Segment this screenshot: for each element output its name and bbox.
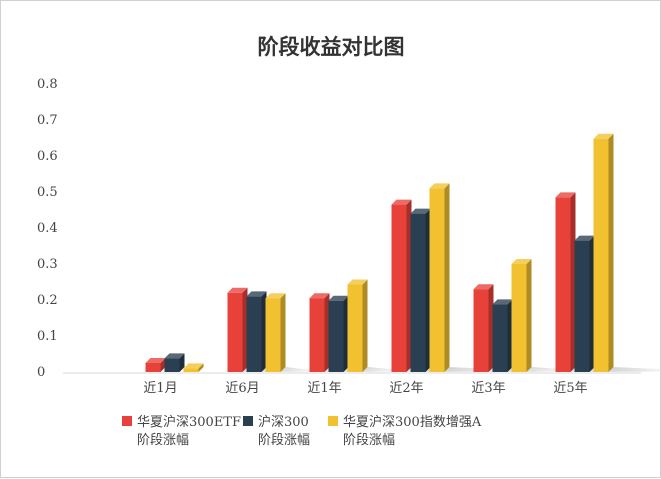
bars	[146, 134, 614, 372]
legend-label: 华夏沪深300指数增强A	[343, 414, 482, 430]
legend-label: 华夏沪深300ETF	[137, 414, 241, 430]
legend-label: 阶段涨幅	[343, 433, 395, 448]
bar-side	[363, 280, 368, 372]
bar	[493, 304, 508, 372]
y-tick-label: 0.2	[37, 293, 58, 308]
bar-side	[281, 293, 286, 372]
legend-label: 沪深300	[258, 414, 309, 430]
x-tick-label: 近1月	[143, 381, 177, 396]
y-tick-label: 0.1	[37, 329, 58, 344]
chart-title: 阶段收益对比图	[258, 34, 405, 59]
bar	[411, 214, 426, 372]
bar	[146, 363, 161, 372]
legend-label: 阶段涨幅	[137, 433, 189, 448]
y-tick-label: 0.6	[37, 149, 58, 164]
bar	[575, 241, 590, 372]
bar	[556, 197, 571, 372]
y-tick-label: 0.5	[37, 185, 58, 200]
bar	[392, 205, 407, 372]
bar	[228, 293, 243, 372]
x-axis: 近1月 近6月 近1年 近2年 近3年 近5年	[143, 381, 587, 396]
y-tick-label: 0	[37, 365, 45, 380]
legend: 华夏沪深300ETF 阶段涨幅 沪深300 阶段涨幅 华夏沪深300指数增强A 阶段涨幅	[122, 414, 482, 448]
x-tick-label: 近2年	[389, 381, 423, 396]
bar	[474, 289, 489, 372]
x-tick-label: 近3年	[471, 381, 505, 396]
bar-side	[527, 259, 532, 372]
bar	[594, 139, 609, 372]
x-tick-label: 近6月	[225, 381, 259, 396]
y-tick-label: 0.3	[37, 257, 58, 272]
bar	[266, 298, 281, 372]
legend-swatch	[328, 416, 338, 426]
bar	[247, 296, 262, 372]
x-tick-label: 近1年	[307, 381, 341, 396]
bar	[329, 301, 344, 372]
legend-label: 阶段涨幅	[258, 433, 310, 448]
bar	[184, 368, 199, 372]
y-tick-label: 0.8	[37, 77, 58, 92]
legend-swatch	[243, 416, 253, 426]
bar-side	[609, 134, 614, 372]
bar	[348, 285, 363, 372]
bar	[310, 298, 325, 372]
bar-side	[445, 183, 450, 372]
bar	[512, 264, 527, 372]
y-tick-label: 0.7	[37, 113, 58, 128]
bar-shadow	[609, 367, 661, 372]
bar	[165, 358, 180, 372]
bar	[430, 188, 445, 372]
x-tick-label: 近5年	[553, 381, 587, 396]
y-tick-label: 0.4	[37, 221, 58, 236]
legend-swatch	[122, 416, 132, 426]
